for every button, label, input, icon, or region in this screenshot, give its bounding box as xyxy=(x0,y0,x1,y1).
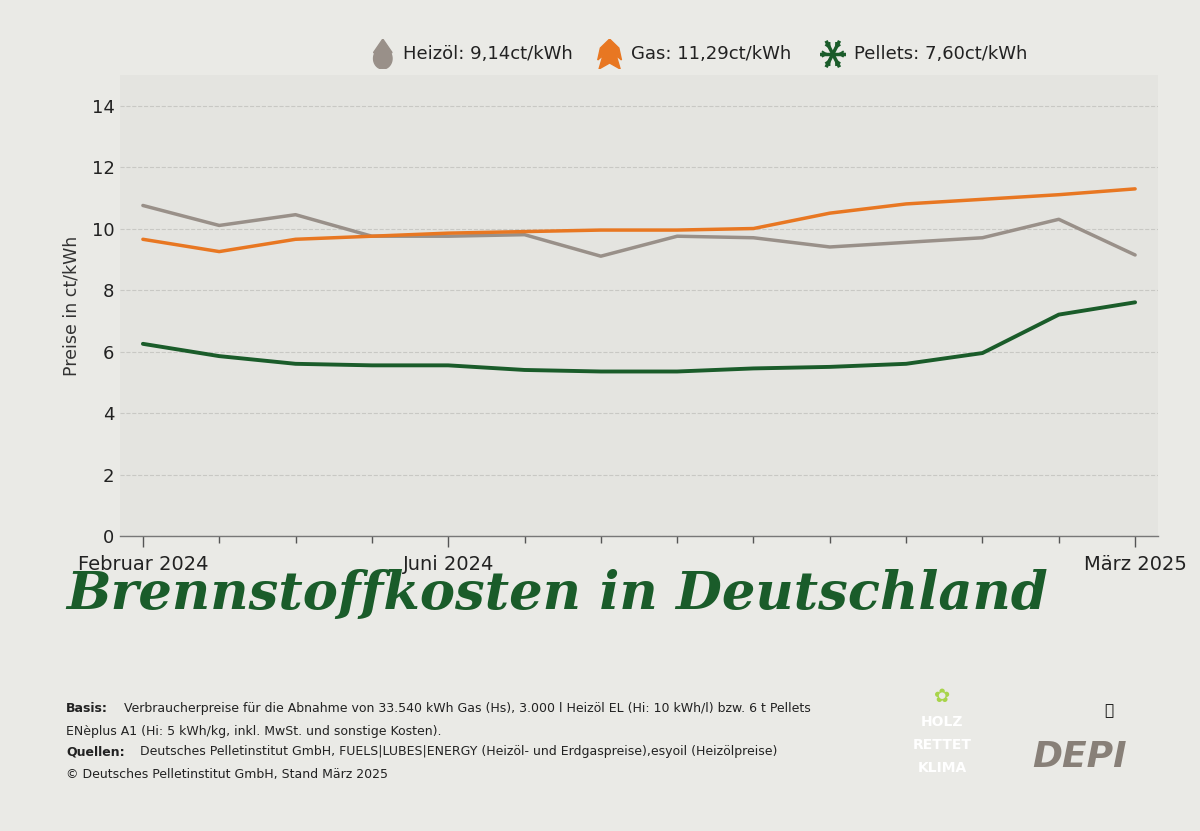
Text: Deutsches Pelletinstitut GmbH, FUELS|LUBES|ENERGY (Heizöl- und Erdgaspreise),esy: Deutsches Pelletinstitut GmbH, FUELS|LUB… xyxy=(140,745,778,759)
Text: RETTET: RETTET xyxy=(912,738,972,752)
Text: Verbraucherpreise für die Abnahme von 33.540 kWh Gas (Hs), 3.000 l Heizöl EL (Hi: Verbraucherpreise für die Abnahme von 33… xyxy=(124,702,810,715)
Text: Quellen:: Quellen: xyxy=(66,745,125,759)
Text: Heizöl: 9,14ct/kWh: Heizöl: 9,14ct/kWh xyxy=(403,45,572,63)
Text: 💧: 💧 xyxy=(383,44,397,64)
Text: ✿: ✿ xyxy=(934,686,950,706)
Text: DEPI: DEPI xyxy=(1033,740,1127,774)
Text: © Deutsches Pelletinstitut GmbH, Stand März 2025: © Deutsches Pelletinstitut GmbH, Stand M… xyxy=(66,768,388,781)
Text: 🔥: 🔥 xyxy=(1104,703,1114,718)
Polygon shape xyxy=(373,39,392,58)
Text: KLIMA: KLIMA xyxy=(917,761,967,775)
Polygon shape xyxy=(373,48,392,69)
Polygon shape xyxy=(598,39,622,69)
Text: Basis:: Basis: xyxy=(66,702,108,715)
Text: ENèplus A1 (Hi: 5 kWh/kg, inkl. MwSt. und sonstige Kosten).: ENèplus A1 (Hi: 5 kWh/kg, inkl. MwSt. un… xyxy=(66,725,442,738)
Text: Pellets: 7,60ct/kWh: Pellets: 7,60ct/kWh xyxy=(854,45,1027,63)
Text: Brennstoffkosten in Deutschland: Brennstoffkosten in Deutschland xyxy=(66,569,1048,620)
Text: HOLZ: HOLZ xyxy=(920,715,964,729)
Text: Gas: 11,29ct/kWh: Gas: 11,29ct/kWh xyxy=(631,45,792,63)
Y-axis label: Preise in ct/kWh: Preise in ct/kWh xyxy=(62,235,80,376)
